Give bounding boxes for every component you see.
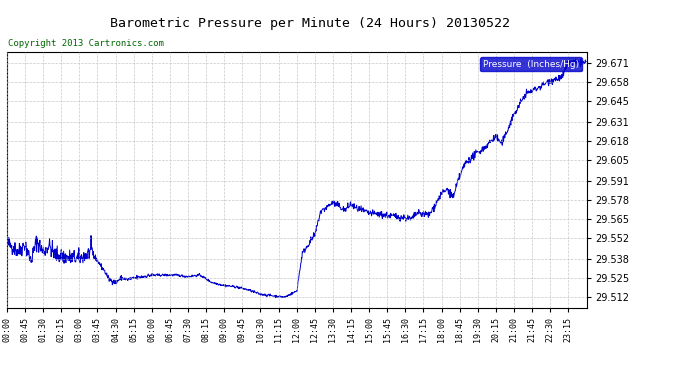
Text: Barometric Pressure per Minute (24 Hours) 20130522: Barometric Pressure per Minute (24 Hours… <box>110 17 511 30</box>
Text: Copyright 2013 Cartronics.com: Copyright 2013 Cartronics.com <box>8 39 164 48</box>
Legend: Pressure  (Inches/Hg): Pressure (Inches/Hg) <box>480 57 582 71</box>
